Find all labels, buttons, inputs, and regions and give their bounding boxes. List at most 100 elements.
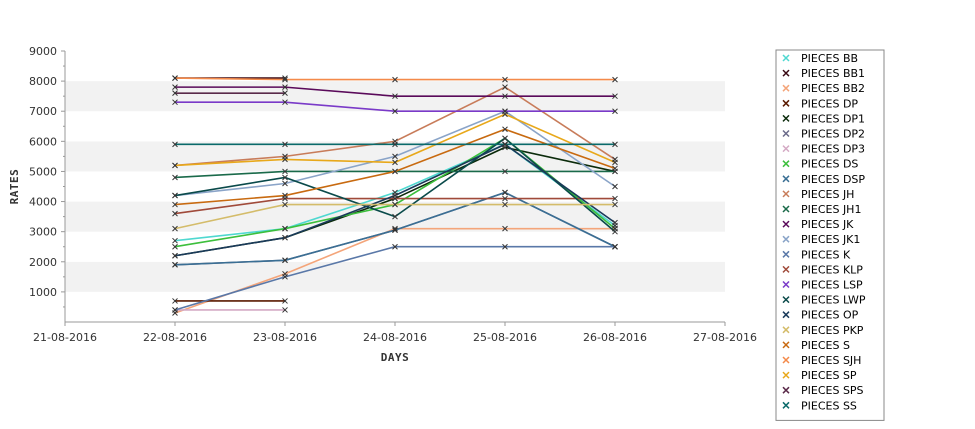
- legend-label: PIECES DSP: [801, 173, 865, 186]
- x-tick-label: 25-08-2016: [473, 331, 537, 344]
- legend-item: PIECES SS: [782, 399, 857, 412]
- data-point: [502, 189, 508, 196]
- data-point: [172, 174, 178, 181]
- plot-bands: [65, 51, 725, 322]
- y-tick-label: 9000: [29, 45, 57, 58]
- y-tick-label: 8000: [29, 75, 57, 88]
- data-point: [282, 192, 288, 199]
- legend-label: PIECES OP: [801, 309, 859, 322]
- legend-item: PIECES PKP: [782, 324, 864, 337]
- data-point: [282, 201, 288, 208]
- data-point: [392, 213, 398, 220]
- y-tick-label: 5000: [29, 165, 57, 178]
- data-point: [172, 201, 178, 208]
- data-point: [612, 243, 618, 250]
- data-point: [502, 201, 508, 208]
- legend-item: PIECES BB1: [782, 67, 865, 80]
- data-point: [282, 156, 288, 163]
- data-point: [282, 168, 288, 175]
- data-point: [282, 90, 288, 97]
- data-point: [392, 225, 398, 232]
- data-point: [282, 141, 288, 148]
- data-point: [282, 180, 288, 187]
- legend-item: PIECES KLP: [782, 263, 863, 276]
- legend-label: PIECES BB: [801, 52, 858, 65]
- data-point: [282, 76, 288, 83]
- data-point: [502, 76, 508, 83]
- data-point: [502, 225, 508, 232]
- legend-item: PIECES DP1: [782, 112, 865, 125]
- data-point: [172, 307, 178, 313]
- legend-marker: [782, 54, 790, 62]
- legend-marker: [782, 235, 790, 243]
- data-point: [282, 307, 288, 313]
- data-point: [172, 192, 178, 199]
- legend-item: PIECES SJH: [782, 354, 861, 367]
- data-point: [612, 108, 618, 115]
- x-tick-label: 26-08-2016: [583, 331, 647, 344]
- data-point: [502, 111, 508, 118]
- data-point: [612, 183, 618, 190]
- y-axis-ticks: 1000 2000 3000 4000 5000 6000 7000 8000 9000: [29, 45, 65, 308]
- data-point: [282, 225, 288, 232]
- data-point: [172, 210, 178, 217]
- y-tick-label: 7000: [29, 105, 57, 118]
- legend-label: PIECES PKP: [801, 324, 864, 337]
- legend-marker: [782, 296, 790, 304]
- x-axis-title: DAYS: [381, 351, 410, 364]
- data-point: [612, 159, 618, 166]
- legend-item: PIECES BB2: [782, 82, 865, 95]
- data-point: [282, 298, 288, 304]
- x-tick-label: 23-08-2016: [253, 331, 317, 344]
- legend-marker: [782, 160, 790, 168]
- legend-marker: [782, 129, 790, 138]
- data-point: [282, 234, 288, 241]
- legend-marker: [782, 386, 790, 394]
- data-point: [612, 141, 618, 148]
- legend-item: PIECES JK: [782, 218, 854, 231]
- legend-label: PIECES SPS: [801, 384, 864, 397]
- legend-item: PIECES DS: [782, 158, 858, 171]
- legend-label: PIECES LSP: [801, 279, 863, 292]
- data-point: [392, 153, 398, 160]
- legend-label: PIECES SS: [801, 399, 857, 412]
- legend-item: PIECES SPS: [782, 384, 864, 397]
- plot-band: [65, 111, 725, 142]
- data-point: [282, 174, 288, 181]
- data-point: [172, 237, 178, 244]
- legend-item: PIECES JH: [782, 188, 854, 201]
- legend-label: PIECES DP2: [801, 128, 865, 141]
- plot-band: [65, 291, 725, 322]
- x-axis-ticks: 21-08-2016 22-08-2016 23-08-2016 24-08-2016…: [33, 322, 757, 344]
- data-point: [612, 93, 618, 100]
- legend-marker: [782, 114, 790, 122]
- legend-label: PIECES KLP: [801, 263, 863, 276]
- legend-marker: [782, 84, 790, 92]
- data-point: [172, 75, 178, 81]
- legend-marker: [782, 311, 790, 319]
- data-point: [612, 165, 618, 172]
- legend-marker: [782, 326, 790, 334]
- legend-item: PIECES JH1: [782, 203, 861, 216]
- x-tick-label: 24-08-2016: [363, 331, 427, 344]
- legend-label: PIECES DP3: [801, 143, 865, 156]
- legend-label: PIECES SP: [801, 369, 857, 382]
- legend-item: PIECES OP: [782, 309, 859, 322]
- data-point: [502, 168, 508, 175]
- legend-item: PIECES JK1: [782, 233, 860, 246]
- legend-item: PIECES LWP: [782, 294, 866, 307]
- data-point: [282, 84, 288, 90]
- data-point: [502, 195, 508, 202]
- legend-marker: [782, 341, 790, 349]
- legend-marker: [782, 280, 790, 289]
- legend-marker: [782, 190, 790, 198]
- data-point: [172, 141, 178, 148]
- data-point: [392, 159, 398, 166]
- data-point: [502, 135, 508, 142]
- data-point: [392, 227, 398, 234]
- data-point: [392, 243, 398, 250]
- data-point: [612, 195, 618, 202]
- legend-label: PIECES BB1: [801, 67, 865, 80]
- plot-band: [65, 171, 725, 202]
